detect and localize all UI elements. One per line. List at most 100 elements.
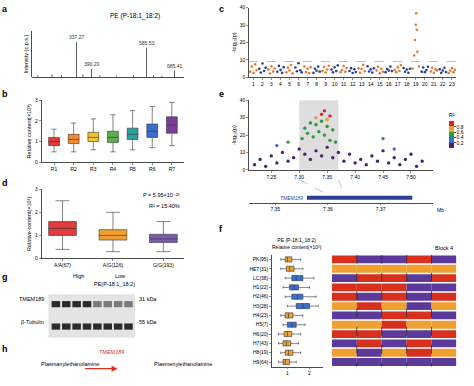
svg-text:10: 10 [240,149,246,155]
svg-text:1: 1 [35,138,38,144]
svg-text:R5: R5 [129,166,136,172]
svg-text:High: High [73,273,84,279]
svg-text:15: 15 [377,81,383,87]
svg-text:0: 0 [35,255,38,261]
svg-text:H9(64): H9(64) [253,359,269,365]
svg-text:Block 4: Block 4 [435,245,453,251]
svg-text:b: b [2,89,8,99]
svg-text:0.4: 0.4 [457,134,464,140]
svg-text:7.40: 7.40 [350,174,360,180]
svg-text:21: 21 [431,81,437,87]
svg-text:1: 1 [252,81,255,87]
svg-text:G/G(193): G/G(193) [153,262,174,268]
svg-text:10: 10 [240,57,246,63]
svg-text:7.35: 7.35 [322,174,332,180]
svg-text:h: h [2,344,8,354]
svg-text:2: 2 [35,209,38,215]
svg-text:Plasmenylethanolamine: Plasmenylethanolamine [154,361,212,367]
svg-text:f: f [219,224,223,234]
svg-text:H6(20): H6(20) [253,331,269,337]
svg-text:0.6: 0.6 [457,129,464,135]
svg-text:HET(31): HET(31) [249,266,268,272]
svg-text:PE (P-18:1_18:2)Relative conte: PE (P-18:1_18:2)Relative content(×10³) [272,237,322,250]
svg-text:16: 16 [386,81,392,87]
svg-text:Relative content(×10³): Relative content(×10³) [26,104,32,158]
svg-text:6: 6 [297,81,300,87]
svg-text:13: 13 [359,81,365,87]
svg-text:2: 2 [261,81,264,87]
svg-text:H3(28): H3(28) [253,303,269,309]
svg-text:685.41: 685.41 [167,63,183,69]
svg-text:A/G(126): A/G(126) [103,262,124,268]
svg-text:H1(22): H1(22) [253,284,269,290]
svg-text:0: 0 [242,167,245,173]
svg-text:4: 4 [279,81,282,87]
svg-text:19: 19 [413,81,419,87]
svg-text:P = 5.95×10⁻²³: P = 5.95×10⁻²³ [143,192,180,198]
svg-text:2: 2 [35,118,38,124]
svg-text:Plasmanylethanolamine: Plasmanylethanolamine [41,361,99,367]
svg-text:β-Tubulin: β-Tubulin [21,319,44,325]
svg-text:e: e [219,89,224,99]
svg-text:55 kDa: 55 kDa [139,319,157,325]
svg-text:3: 3 [35,186,38,192]
svg-text:a: a [2,4,8,14]
svg-text:30: 30 [240,114,246,120]
svg-text:TMEM189: TMEM189 [280,195,303,201]
svg-text:LC(38): LC(38) [253,275,269,281]
svg-text:7.36: 7.36 [323,206,333,212]
svg-text:390.29: 390.29 [84,61,100,67]
svg-text:H8(19): H8(19) [253,349,269,355]
svg-text:H7(43): H7(43) [253,340,269,346]
svg-text:0.2: 0.2 [457,140,464,146]
svg-text:3: 3 [270,81,273,87]
svg-text:14: 14 [368,81,374,87]
svg-text:H5(7): H5(7) [256,321,269,327]
svg-text:7.25: 7.25 [266,174,276,180]
svg-text:5: 5 [288,81,291,87]
svg-text:2: 2 [308,370,311,376]
svg-text:PE (P-18:1_18:2): PE (P-18:1_18:2) [110,12,160,20]
svg-text:H4(23): H4(23) [253,312,269,318]
svg-text:A/A(67): A/A(67) [54,262,71,268]
svg-text:R3: R3 [90,166,97,172]
svg-text:R2: R2 [70,166,77,172]
svg-text:20: 20 [240,39,246,45]
svg-text:R²: R² [449,112,455,118]
svg-text:-log₁₀(p): -log₁₀(p) [231,125,237,145]
svg-text:PE(P-18:1_18:2): PE(P-18:1_18:2) [94,281,135,287]
svg-text:17: 17 [395,81,401,87]
svg-text:c: c [219,4,224,14]
svg-text:7.30: 7.30 [294,174,304,180]
svg-text:Relative content(×10³): Relative content(×10³) [26,197,32,251]
svg-text:31 kDa: 31 kDa [139,296,157,302]
svg-text:40: 40 [240,4,246,10]
svg-text:PK(95): PK(95) [253,256,269,262]
svg-text:TMEM189: TMEM189 [99,349,124,355]
svg-text:22: 22 [440,81,446,87]
svg-text:7.45: 7.45 [378,174,388,180]
svg-text:9: 9 [324,81,327,87]
svg-text:d: d [2,178,8,188]
svg-text:7.35: 7.35 [270,206,280,212]
svg-text:8: 8 [315,81,318,87]
svg-text:30: 30 [240,22,246,28]
svg-text:H2(46): H2(46) [253,293,269,299]
svg-text:Low: Low [115,273,125,279]
svg-text:1: 1 [35,232,38,238]
svg-text:TMEM189: TMEM189 [19,296,44,302]
svg-text:10: 10 [332,81,338,87]
svg-text:0: 0 [35,159,38,165]
svg-text:0: 0 [242,74,245,80]
svg-text:18: 18 [404,81,410,87]
svg-text:R1: R1 [51,166,58,172]
svg-text:R4: R4 [110,166,117,172]
svg-text:7.37: 7.37 [376,206,386,212]
svg-text:R7: R7 [169,166,176,172]
svg-text:23: 23 [449,81,455,87]
svg-text:40: 40 [240,97,246,103]
svg-text:7.50: 7.50 [406,174,416,180]
svg-text:12: 12 [350,81,356,87]
svg-text:337.27: 337.27 [69,34,85,40]
svg-text:3: 3 [35,97,38,103]
